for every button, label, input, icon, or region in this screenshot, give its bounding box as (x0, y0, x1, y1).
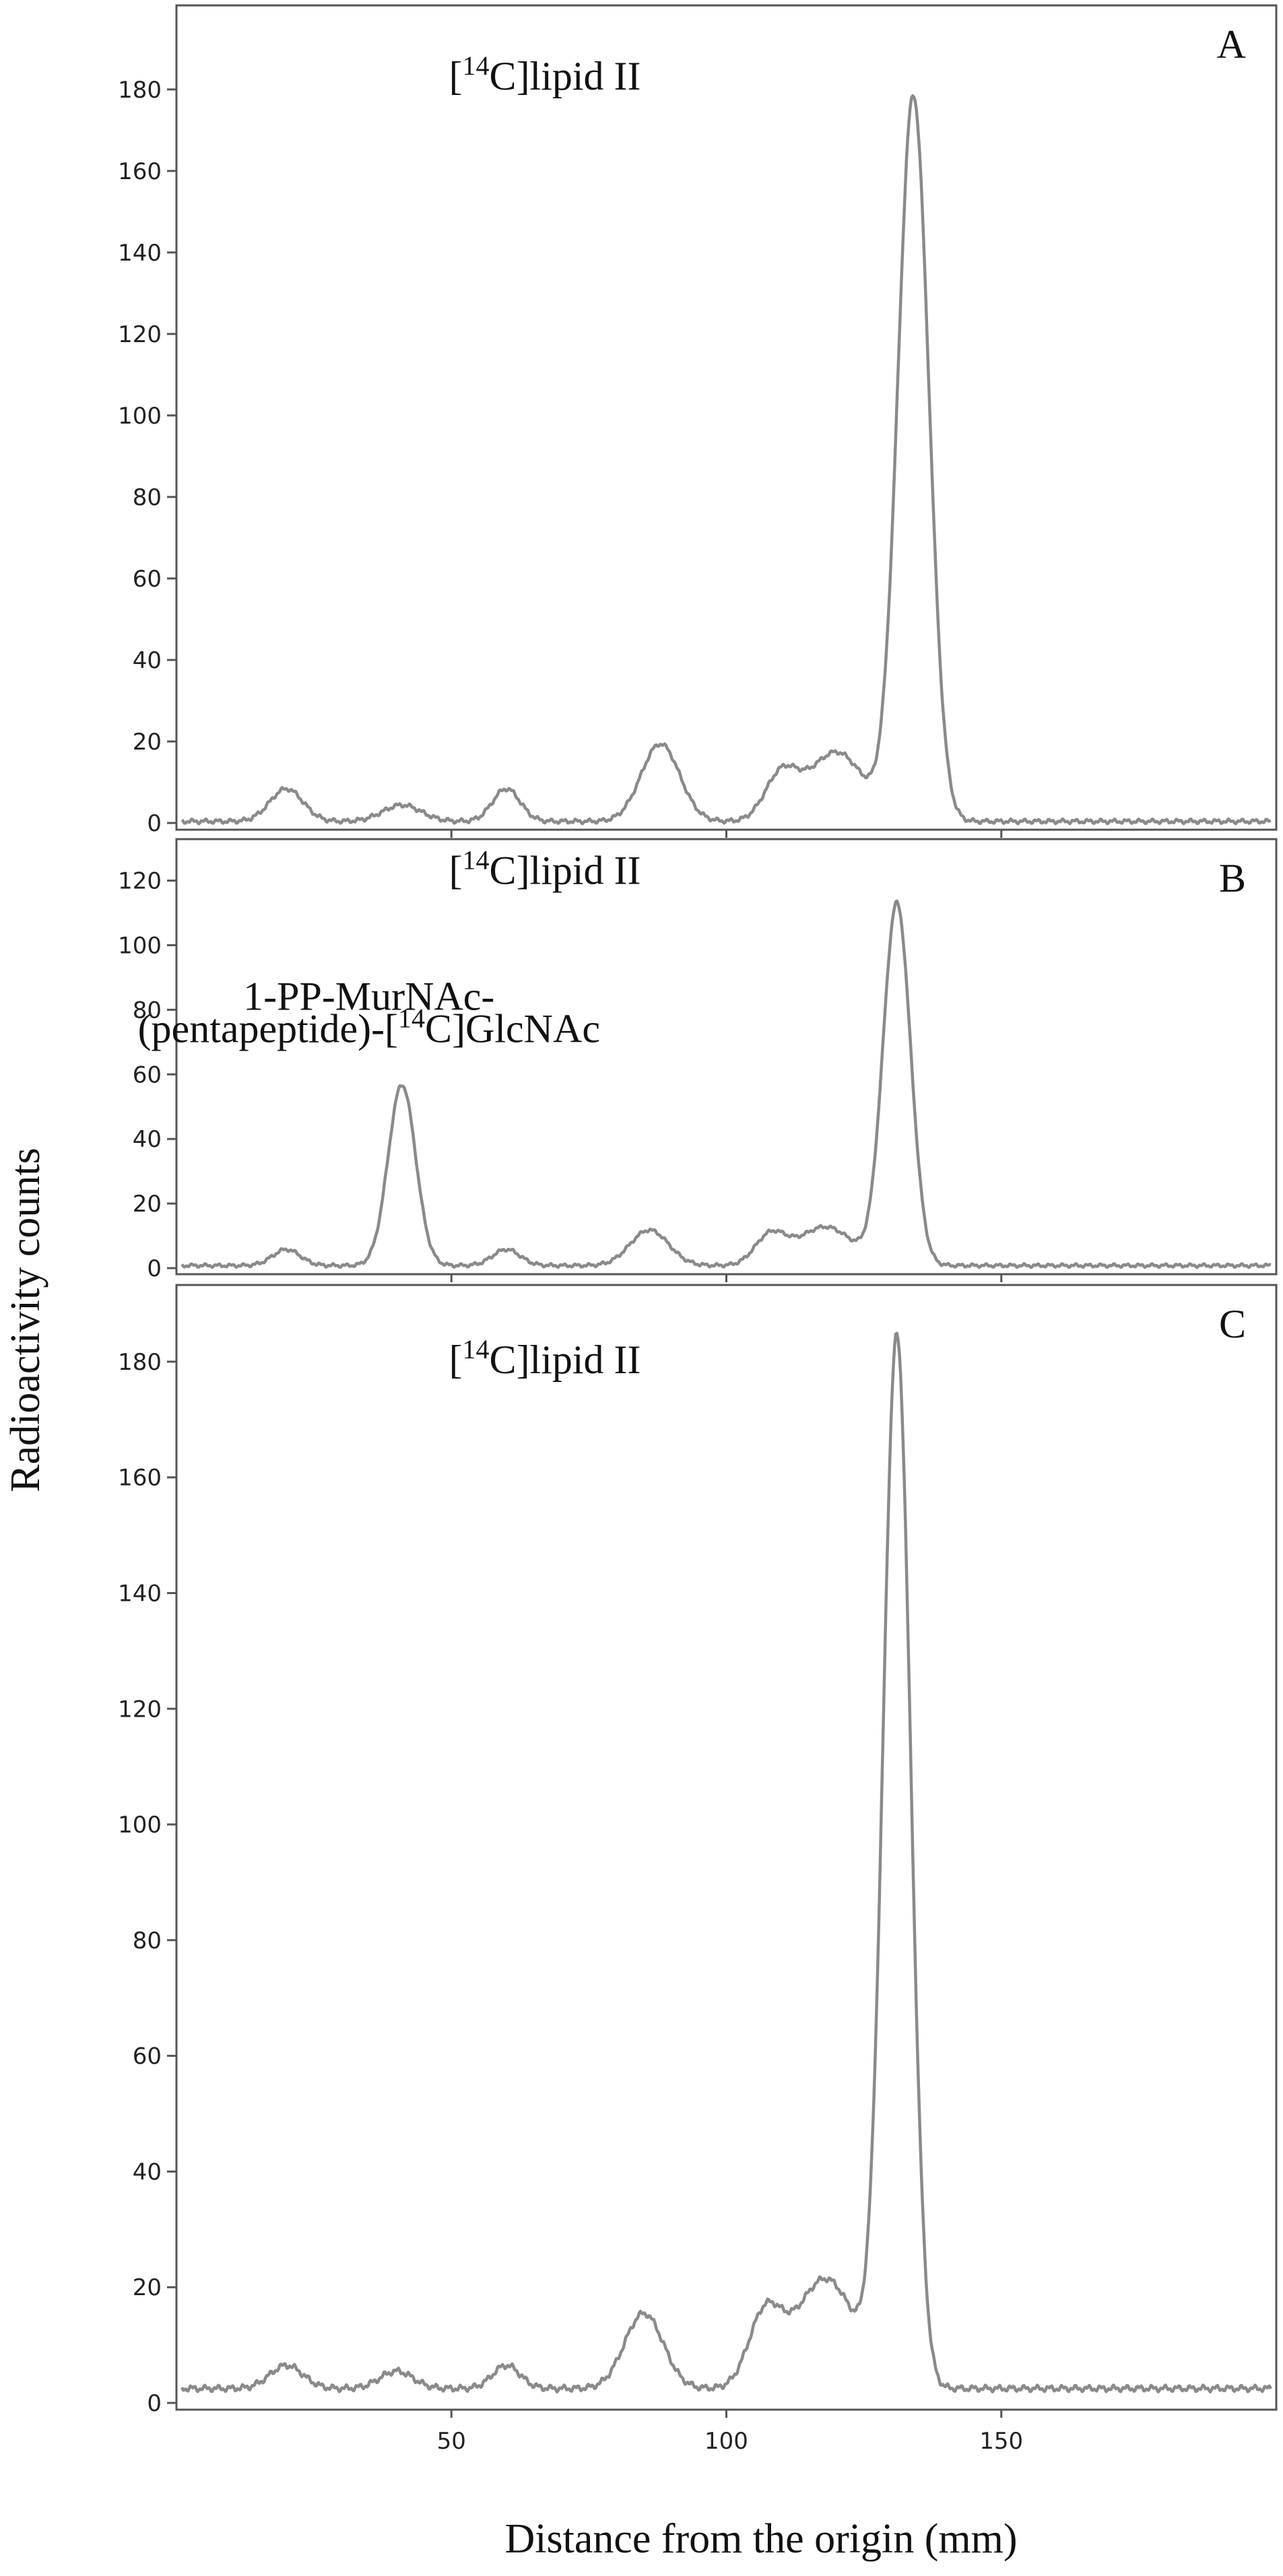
x-tick-label: 150 (979, 2428, 1023, 2455)
peak-annotation: (pentapeptide)-[14C]GlcNAc (138, 1003, 600, 1051)
peak-annotation: [14C]lipid II (449, 845, 641, 892)
y-tick-label: 60 (133, 2043, 162, 2070)
y-tick-label: 100 (118, 403, 162, 430)
y-tick-label: 100 (118, 932, 162, 959)
y-tick-label: 40 (133, 647, 162, 674)
panel-b: 0 20 40 60 80 100 120 B [14C]lipid II 1-PP-MurNAc… (118, 838, 1278, 1282)
y-tick-label: 60 (133, 566, 162, 593)
y-tick-label: 40 (133, 1126, 162, 1153)
y-tick-label: 160 (118, 1465, 162, 1492)
y-tick-label: 20 (133, 2274, 162, 2301)
peak-annotation: [14C]lipid II (449, 51, 641, 98)
x-axis-label: Distance from the origin (mm) (504, 2516, 1017, 2562)
peak-annotation: 1-PP-MurNAc- (243, 974, 494, 1018)
y-tick-label: 0 (147, 2390, 162, 2417)
y-tick-label: 120 (118, 321, 162, 348)
y-tick-label: 40 (133, 2158, 162, 2185)
y-tick-label: 100 (118, 1812, 162, 1839)
data-series-line (180, 94, 1272, 826)
peak-annotation: [14C]lipid II (449, 1334, 641, 1382)
y-tick-label: 80 (133, 484, 162, 511)
y-tick-label: 140 (118, 240, 162, 267)
y-tick-label: 160 (118, 158, 162, 185)
y-tick-label: 20 (133, 1191, 162, 1218)
y-tick-label: 0 (147, 1255, 162, 1282)
data-series-line (180, 1331, 1272, 2393)
y-tick-label: 60 (133, 1061, 162, 1088)
y-tick-label: 120 (118, 868, 162, 895)
y-axis-label: Radioactivity counts (3, 1148, 48, 1492)
y-tick-label: 80 (133, 1927, 162, 1954)
y-tick-label: 20 (133, 729, 162, 756)
panel-letter: A (1217, 22, 1246, 67)
panel-frame (175, 1284, 1278, 2411)
panel-c: 0 20 40 60 80 100 120 140 160 180 50 100 150 C [14C]li… (118, 1284, 1278, 2455)
y-tick-label: 120 (118, 1696, 162, 1723)
x-tick-label: 100 (704, 2428, 748, 2455)
panel-letter: C (1219, 1302, 1246, 1346)
x-tick-label: 50 (437, 2428, 466, 2455)
panel-letter: B (1219, 856, 1246, 900)
y-tick-label: 140 (118, 1580, 162, 1607)
y-tick-label: 180 (118, 1349, 162, 1376)
y-tick-label: 0 (147, 810, 162, 837)
panel-frame (175, 4, 1278, 831)
data-series-line (180, 899, 1272, 1269)
panel-a: 0 20 40 60 80 100 120 140 160 180 A [14C]lipid II (118, 4, 1278, 838)
panel-frame (175, 838, 1278, 1276)
y-tick-label: 180 (118, 77, 162, 104)
y-tick-label: 80 (133, 997, 162, 1024)
